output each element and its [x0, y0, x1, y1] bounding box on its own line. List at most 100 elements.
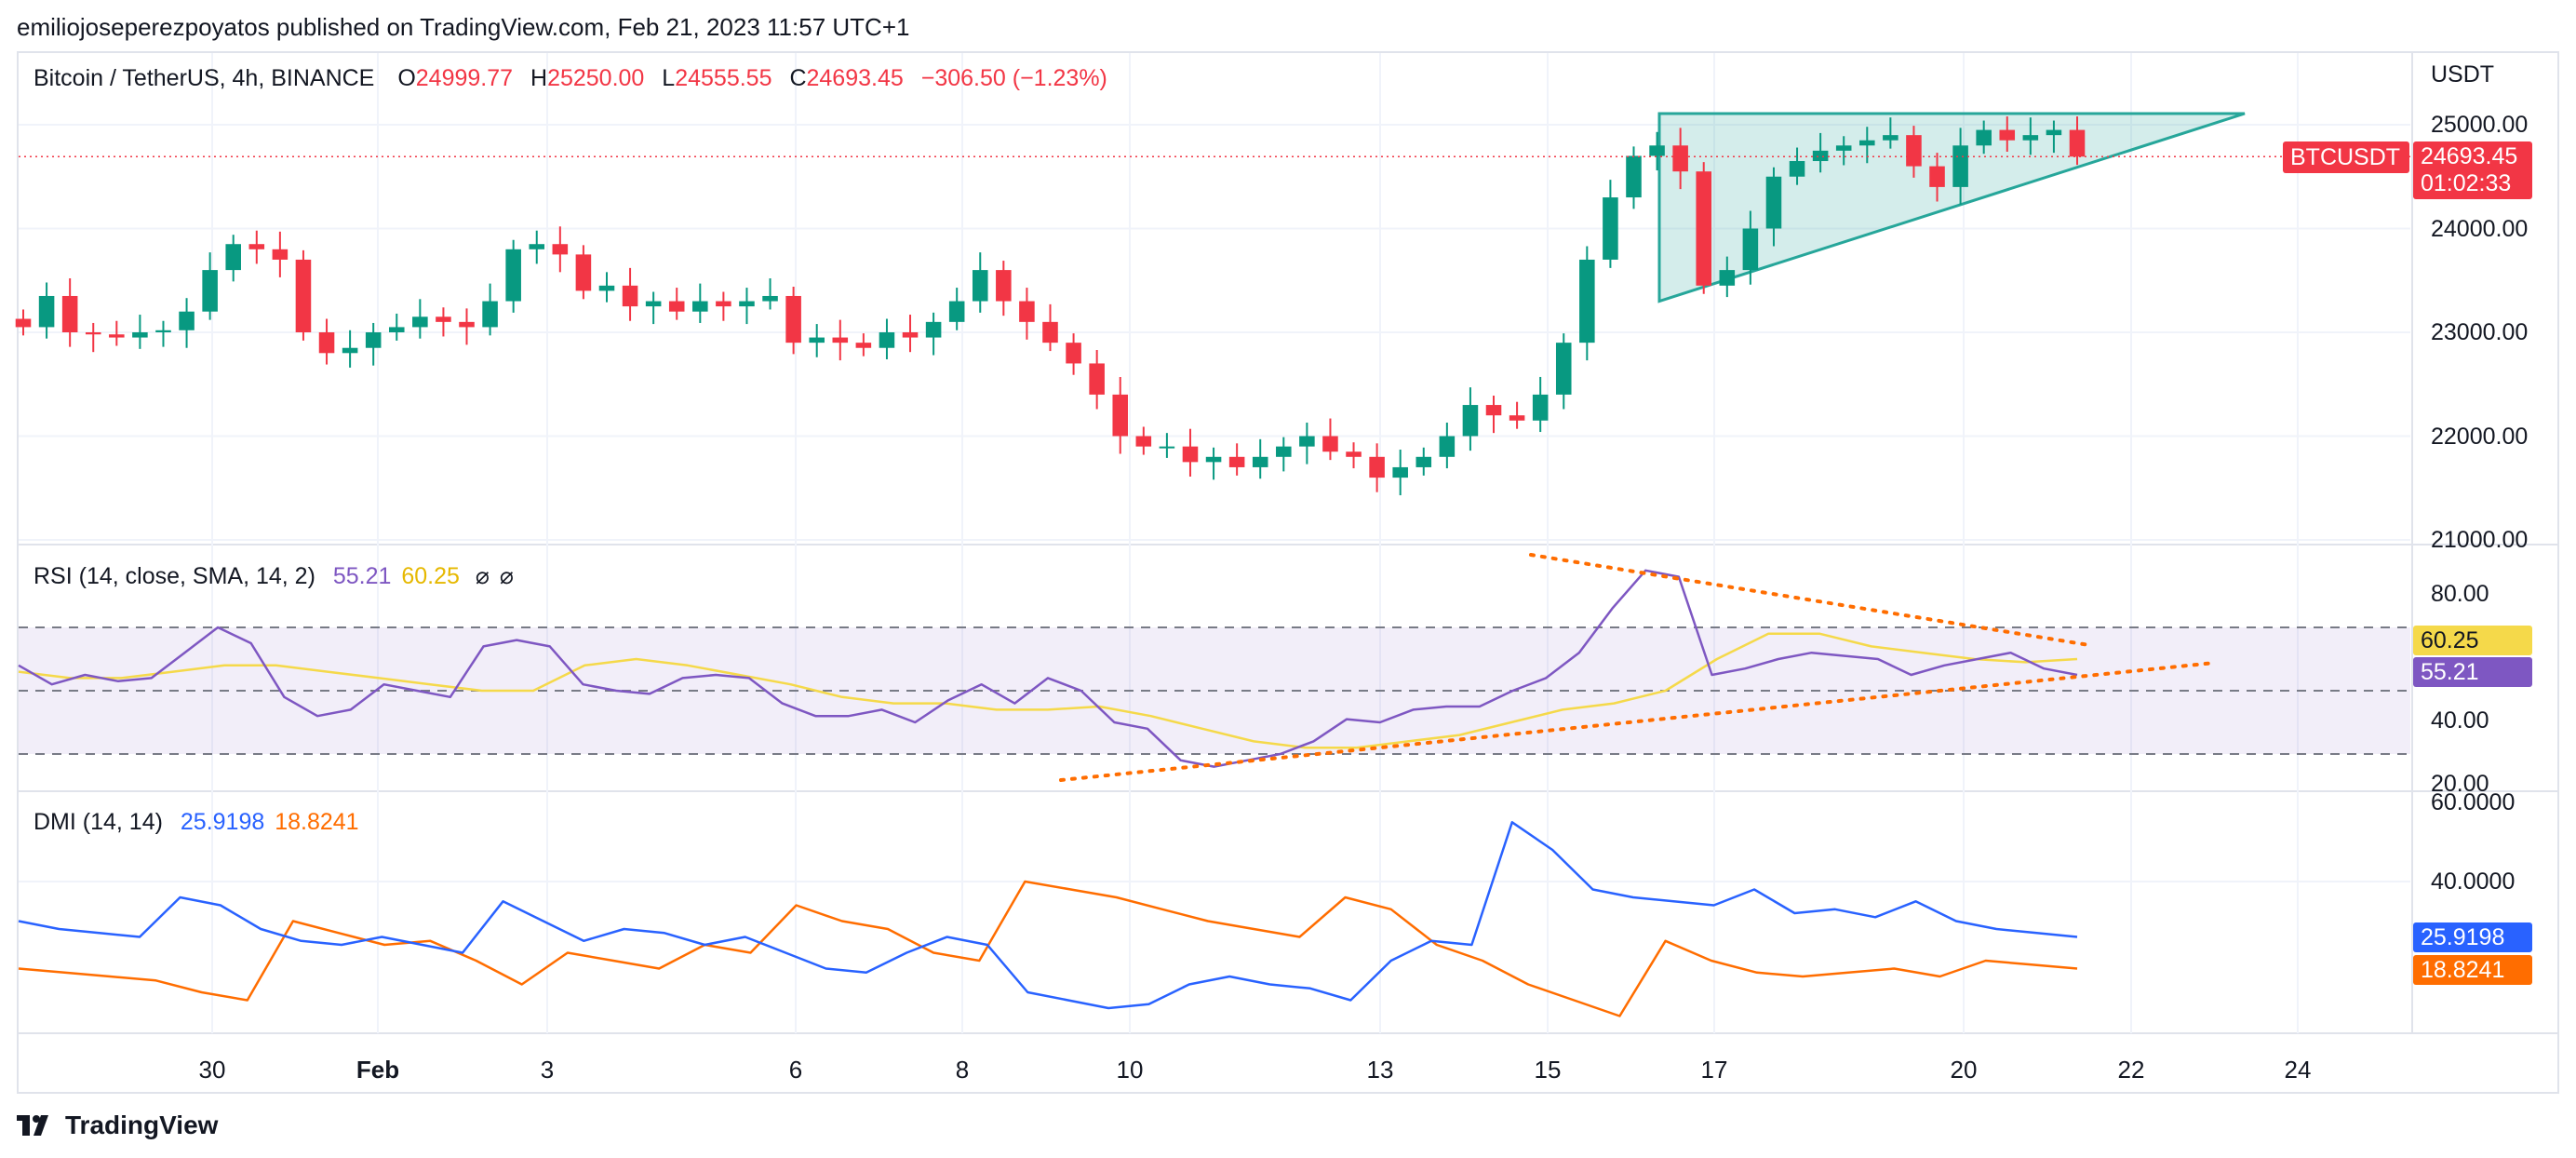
candle-body: [925, 321, 942, 338]
symbol-title[interactable]: Bitcoin / TetherUS, 4h, BINANCE: [34, 65, 375, 91]
candle-body: [1883, 135, 1898, 141]
chart-frame: [17, 51, 2559, 1094]
candle-body: [1579, 259, 1595, 343]
dmi-tick: 60.0000: [2431, 789, 2516, 815]
candle-body: [552, 244, 569, 255]
candle-body: [879, 332, 895, 348]
candle-body: [902, 332, 919, 338]
time-tick-label: 22: [2118, 1056, 2145, 1084]
rsi-trendline-upper: [1529, 553, 2091, 647]
candle-body: [1322, 436, 1338, 452]
close-label: C: [789, 65, 807, 91]
candle-body: [1603, 197, 1618, 260]
candle-body: [295, 259, 312, 332]
candle-body: [1159, 446, 1175, 449]
publisher-line: emiliojoseperezpoyatos published on Trad…: [17, 13, 910, 41]
candle-body: [668, 301, 685, 312]
low-value: 24555.55: [675, 65, 772, 91]
time-tick-label: 13: [1367, 1056, 1394, 1084]
candle-body: [972, 270, 988, 302]
candle-body: [1976, 129, 1992, 146]
candle-body: [692, 301, 708, 312]
dmi-minus-line: [18, 880, 2078, 1017]
candle-body: [855, 343, 872, 348]
candle-body: [1019, 301, 1035, 322]
candle-body: [1252, 456, 1268, 467]
candle-body: [1835, 145, 1852, 151]
candle-body: [1089, 363, 1105, 395]
rsi-legend: RSI (14, close, SMA, 14, 2) 55.21 60.25 …: [34, 562, 517, 590]
candle-body: [1415, 456, 1432, 467]
high-value: 25250.00: [547, 65, 645, 91]
price-tick: 22000.00: [2431, 424, 2529, 450]
dmi-tick: 40.0000: [2431, 868, 2516, 895]
candle-body: [1346, 451, 1362, 457]
candle-body: [1672, 145, 1688, 172]
candle-body: [1929, 166, 1945, 187]
price-tick: 24000.00: [2431, 216, 2529, 242]
close-value: 24693.45: [806, 65, 904, 91]
dmi-plus-value: 25.9198: [180, 809, 265, 835]
candle-body: [1906, 135, 1922, 167]
candle-body: [785, 295, 801, 343]
candle-body: [1532, 394, 1549, 421]
candle-body: [482, 301, 498, 328]
price-axis-currency: USDT: [2431, 61, 2495, 88]
time-tick-label: 17: [1701, 1056, 1728, 1084]
time-tick-label: 20: [1951, 1056, 1978, 1084]
candle-body: [1509, 415, 1525, 421]
candle-body: [1369, 456, 1385, 478]
candle-body: [15, 318, 32, 328]
candle-body: [2069, 129, 2086, 157]
candle-body: [179, 311, 195, 330]
symbol-tag: BTCUSDT: [2283, 141, 2409, 173]
time-tick-label: 3: [541, 1056, 554, 1084]
candle-body: [38, 295, 55, 328]
dmi-legend: DMI (14, 14) 25.9198 18.8241: [34, 809, 363, 836]
candle-body: [85, 332, 101, 335]
hidden-icon[interactable]: ⌀: [499, 563, 514, 589]
triangle-pattern: [1657, 112, 2246, 303]
candle-body: [1299, 436, 1315, 447]
candle-body: [388, 327, 405, 332]
candle-body: [809, 337, 825, 343]
time-tick-label: 6: [789, 1056, 802, 1084]
low-label: L: [662, 65, 676, 91]
candle-body: [1696, 171, 1712, 286]
candle-body: [1228, 456, 1245, 467]
high-label: H: [530, 65, 548, 91]
time-tick-label: 8: [956, 1056, 969, 1084]
candle-body: [155, 330, 171, 332]
candle-body: [272, 249, 288, 260]
candle-body: [1112, 394, 1129, 437]
dmi-title[interactable]: DMI (14, 14): [34, 809, 163, 835]
open-label: O: [397, 65, 416, 91]
hidden-icon[interactable]: ⌀: [475, 563, 490, 589]
candle-body: [1205, 456, 1222, 463]
rsi-sma-tag: 60.25: [2413, 626, 2532, 655]
candle-body: [1626, 155, 1642, 198]
candle-body: [1276, 446, 1292, 457]
candle-body: [1135, 436, 1152, 447]
time-tick-label: 24: [2285, 1056, 2312, 1084]
rsi-title[interactable]: RSI (14, close, SMA, 14, 2): [34, 563, 315, 589]
candle-body: [459, 321, 475, 328]
rsi-tag: 55.21: [2413, 657, 2532, 687]
dmi-plus-line: [18, 821, 2078, 1010]
rsi-sma-line: [18, 632, 2078, 749]
time-tick-label: 10: [1117, 1056, 1144, 1084]
rsi-tick: 80.00: [2431, 581, 2489, 607]
price-tick: 23000.00: [2431, 319, 2529, 345]
candle-body: [412, 316, 428, 328]
time-tick-label: Feb: [356, 1056, 399, 1084]
candle-body: [61, 295, 78, 332]
footer: TradingView: [17, 1111, 218, 1140]
candle-body: [132, 332, 148, 338]
footer-brand: TradingView: [65, 1111, 219, 1139]
candle-body: [622, 285, 638, 307]
candle-body: [1765, 176, 1782, 229]
time-tick-label: 30: [199, 1056, 226, 1084]
candle-body: [762, 295, 778, 302]
rsi-value: 55.21: [332, 563, 392, 589]
